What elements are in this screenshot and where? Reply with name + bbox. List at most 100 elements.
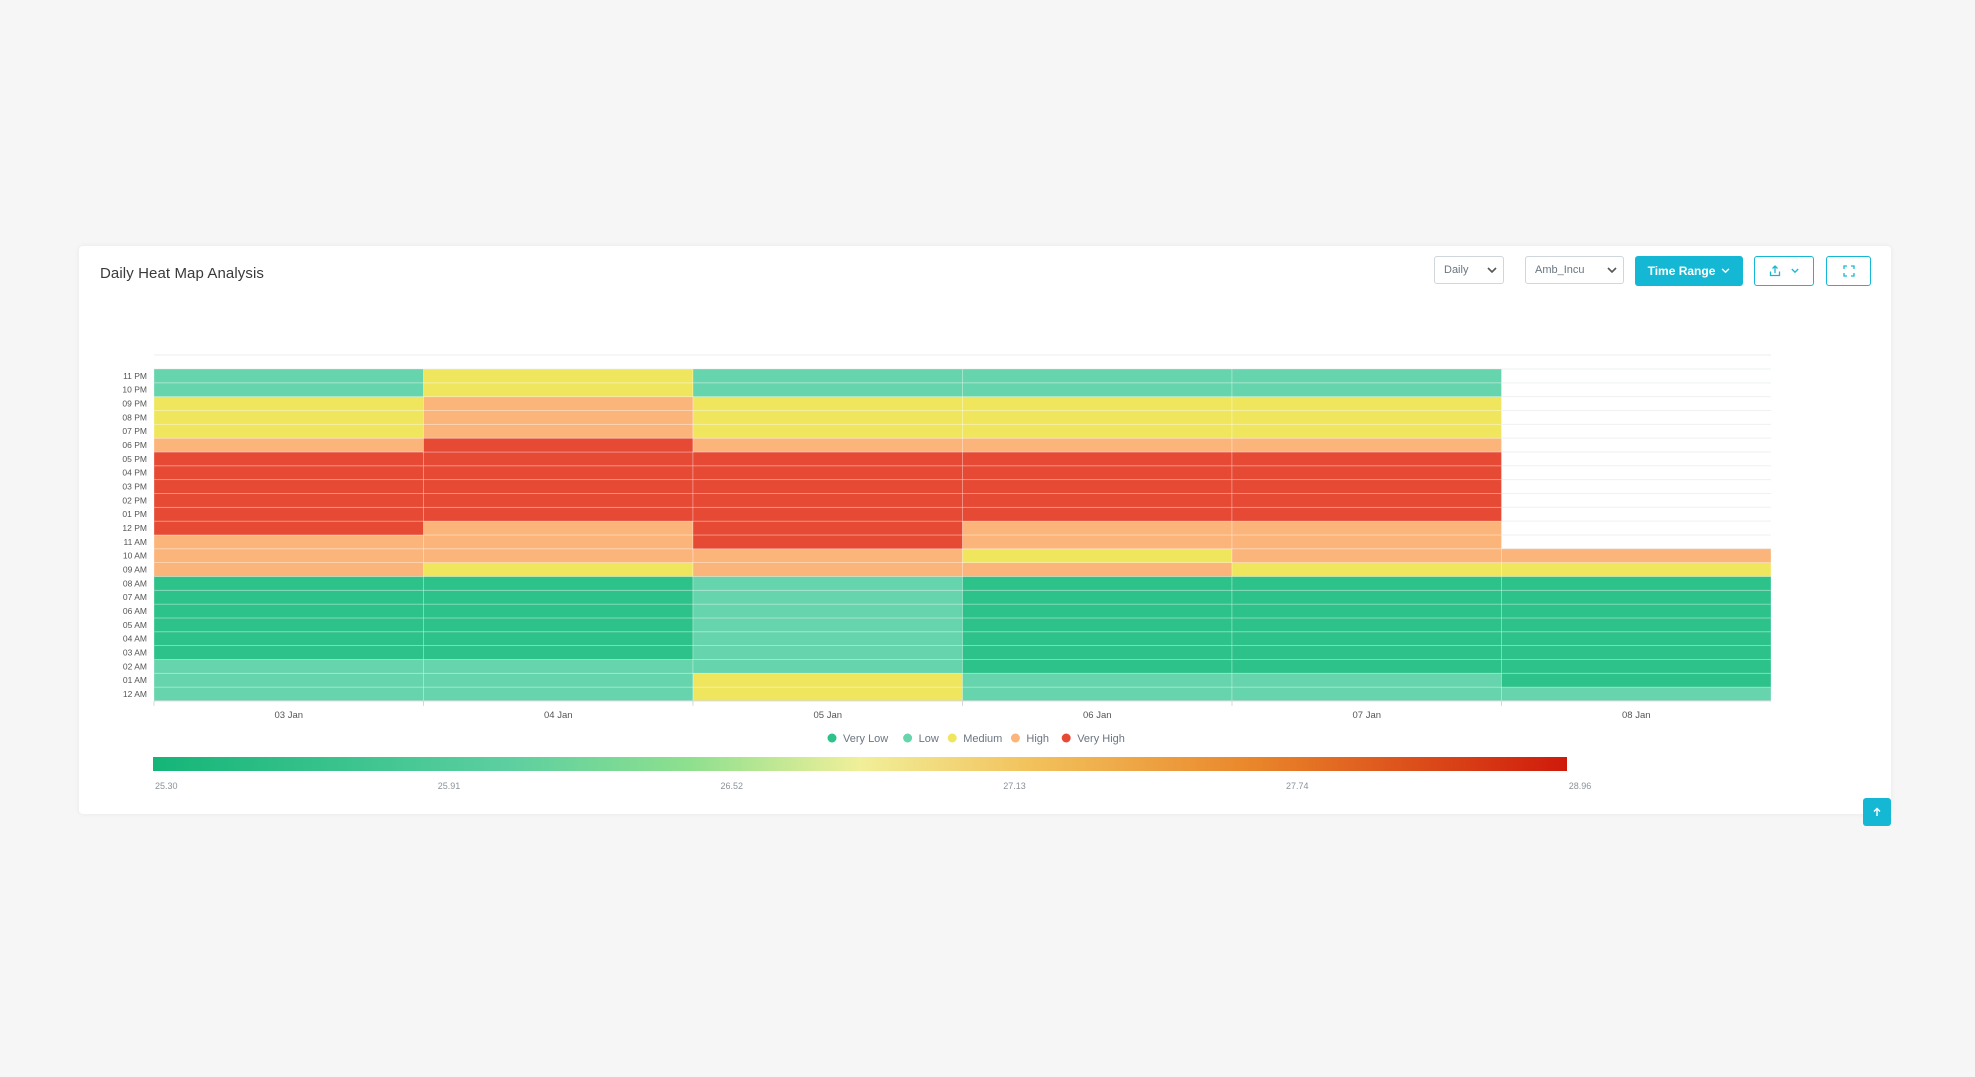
y-tick-label: 11 AM — [124, 537, 147, 547]
heatmap-cell: 03 Jan 10 PM: Low — [153, 382, 424, 398]
heatmap-cell: 03 Jan 05 AM: Very Low — [153, 617, 424, 633]
heatmap-cell: 03 Jan 09 PM: Medium — [153, 396, 424, 411]
heatmap-cell: 04 Jan 07 AM: Very Low — [423, 589, 694, 605]
heatmap-cell: 04 Jan 07 PM: High — [423, 423, 694, 439]
heatmap-cell: 07 Jan 10 PM: Low — [1231, 382, 1502, 398]
heatmap-cell: 05 Jan 07 AM: Low — [692, 589, 963, 605]
heatmap-cell: 07 Jan 02 AM: Very Low — [1231, 659, 1502, 674]
color-scale-tick-label: 26.52 — [720, 781, 743, 791]
heatmap-cell: 07 Jan 07 AM: Very Low — [1231, 589, 1502, 605]
heatmap-cell: 07 Jan 01 PM: Very High — [1231, 506, 1502, 522]
heatmap-cell: 06 Jan 09 PM: Medium — [962, 396, 1233, 411]
heatmap-cell: 05 Jan 04 PM: Very High — [692, 465, 963, 481]
heatmap-cell: 04 Jan 04 PM: Very High — [423, 465, 694, 481]
heatmap-cell: 07 Jan 08 PM: Medium — [1231, 410, 1502, 425]
heatmap-cell: 07 Jan 02 PM: Very High — [1231, 493, 1502, 508]
color-scale-tick-label: 25.91 — [438, 781, 461, 791]
time-range-button[interactable]: Time Range — [1635, 256, 1743, 286]
export-button[interactable] — [1754, 256, 1814, 286]
heatmap-cell: 03 Jan 09 AM: High — [153, 562, 424, 577]
y-tick-label: 07 PM — [122, 426, 147, 436]
heatmap-cell: 08 Jan 04 AM: Very Low — [1501, 631, 1772, 646]
legend-marker — [1010, 733, 1020, 743]
heatmap-cell: 06 Jan 03 PM: Very High — [962, 479, 1233, 494]
heatmap-cell: 04 Jan 10 AM: High — [423, 548, 694, 564]
heatmap-cell: 08 Jan 07 AM: Very Low — [1501, 589, 1772, 605]
heatmap-cell: 04 Jan 06 PM: Very High — [423, 437, 694, 453]
heatmap-cell: 04 Jan 05 PM: Very High — [423, 451, 694, 467]
heatmap-cell: 04 Jan 08 PM: High — [423, 410, 694, 425]
y-tick-label: 07 AM — [123, 592, 147, 602]
heatmap-cell: 07 Jan 06 PM: High — [1231, 437, 1502, 453]
heatmap-cell: 03 Jan 07 PM: Medium — [153, 423, 424, 439]
legend-label[interactable]: Low — [919, 733, 939, 745]
heatmap-cell: 06 Jan 02 AM: Very Low — [962, 659, 1233, 674]
heatmap-cell: 07 Jan 12 PM: High — [1231, 520, 1502, 536]
heatmap-cell: 03 Jan 12 AM: Low — [153, 686, 424, 702]
y-tick-label: 04 AM — [123, 634, 147, 644]
heatmap-cell: 06 Jan 05 AM: Very Low — [962, 617, 1233, 633]
heatmap-cell: 04 Jan 03 PM: Very High — [423, 479, 694, 494]
heatmap-cell: 07 Jan 07 PM: Medium — [1231, 423, 1502, 439]
legend-label[interactable]: Very High — [1077, 733, 1125, 745]
heatmap-cell: 05 Jan 12 AM: Medium — [692, 686, 963, 702]
heatmap-cell: 05 Jan 06 PM: High — [692, 437, 963, 453]
heatmap-cell: 03 Jan 01 PM: Very High — [153, 506, 424, 522]
heatmap-cell: 05 Jan 02 AM: Low — [692, 659, 963, 674]
color-scale-tick-label: 28.96 — [1569, 781, 1592, 791]
heatmap-cell: 06 Jan 04 AM: Very Low — [962, 631, 1233, 646]
y-tick-label: 12 AM — [123, 689, 147, 699]
heatmap-cell: 03 Jan 02 AM: Low — [153, 659, 424, 674]
heatmap-cell: 03 Jan 04 PM: Very High — [153, 465, 424, 481]
heatmap-cell: 05 Jan 10 AM: High — [692, 548, 963, 564]
heatmap-cell: 08 Jan 06 AM: Very Low — [1501, 603, 1772, 619]
chevron-down-icon — [1791, 268, 1799, 274]
heatmap-cell: 04 Jan 11 PM: Medium — [423, 368, 694, 384]
heatmap-cell: 07 Jan 05 AM: Very Low — [1231, 617, 1502, 633]
time-range-label: Time Range — [1647, 264, 1716, 278]
heatmap-cell: 05 Jan 11 AM: Very High — [692, 534, 963, 550]
heatmap-cell: 07 Jan 08 AM: Very Low — [1231, 576, 1502, 591]
legend-label[interactable]: Medium — [963, 733, 1002, 745]
y-tick-label: 03 PM — [122, 482, 147, 492]
heatmap-cell: 07 Jan 06 AM: Very Low — [1231, 603, 1502, 619]
heatmap-cell: 04 Jan 12 AM: Low — [423, 686, 694, 702]
heatmap-cell: 06 Jan 11 AM: High — [962, 534, 1233, 550]
heatmap-cell: 05 Jan 05 AM: Low — [692, 617, 963, 633]
legend-label[interactable]: High — [1026, 733, 1049, 745]
heatmap-cell: 03 Jan 07 AM: Very Low — [153, 589, 424, 605]
heatmap-cell: 07 Jan 12 AM: Low — [1231, 686, 1502, 702]
x-tick-label: 03 Jan — [274, 710, 303, 721]
legend-marker — [947, 733, 957, 743]
export-icon — [1769, 265, 1781, 277]
heatmap-cell: 04 Jan 01 AM: Low — [423, 672, 694, 688]
heatmap-cell: 04 Jan 12 PM: High — [423, 520, 694, 536]
heatmap-cell: 03 Jan 11 PM: Low — [153, 368, 424, 384]
heatmap-cell: 05 Jan 04 AM: Low — [692, 631, 963, 646]
heatmap-cell: 06 Jan 07 PM: Medium — [962, 423, 1233, 439]
heatmap-cell: 05 Jan 07 PM: Medium — [692, 423, 963, 439]
heatmap-cell: 04 Jan 02 PM: Very High — [423, 493, 694, 508]
legend-label[interactable]: Very Low — [843, 733, 888, 745]
heatmap-cell: 06 Jan 01 PM: Very High — [962, 506, 1233, 522]
chevron-down-icon — [1721, 268, 1730, 274]
heatmap-cell: 05 Jan 03 PM: Very High — [692, 479, 963, 494]
heatmap-cell: 08 Jan 12 AM: Low — [1501, 686, 1772, 702]
y-tick-label: 09 AM — [123, 565, 147, 575]
period-select[interactable]: Daily — [1434, 256, 1504, 284]
y-tick-label: 11 PM — [123, 371, 147, 381]
heatmap-cell: 03 Jan 01 AM: Low — [153, 672, 424, 688]
x-tick-label: 08 Jan — [1622, 710, 1651, 721]
fullscreen-button[interactable] — [1826, 256, 1871, 286]
y-tick-label: 05 AM — [123, 620, 147, 630]
y-tick-label: 06 PM — [122, 440, 147, 450]
color-scale-tick-label: 27.74 — [1286, 781, 1309, 791]
heatmap-cell: 05 Jan 10 PM: Low — [692, 382, 963, 398]
tag-select[interactable]: Amb_Incu — [1525, 256, 1624, 284]
heatmap-cell: 03 Jan 02 PM: Very High — [153, 493, 424, 508]
y-tick-label: 01 AM — [123, 675, 147, 685]
period-select-value: Daily — [1444, 264, 1469, 276]
scroll-to-top-button[interactable] — [1863, 798, 1891, 826]
heatmap-cell: 05 Jan 03 AM: Low — [692, 645, 963, 660]
heatmap-cell: 05 Jan 02 PM: Very High — [692, 493, 963, 508]
